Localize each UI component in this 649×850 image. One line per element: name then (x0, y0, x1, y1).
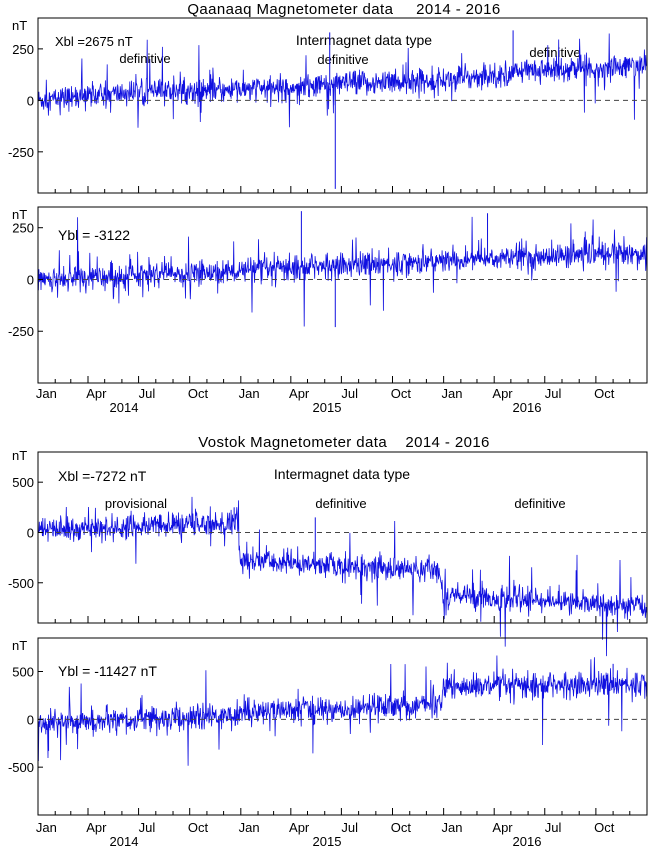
xtick-label-vostok-y-4: Jan (239, 820, 260, 835)
unit-label-qx: nT (12, 18, 27, 33)
qx-type-2014: definitive (119, 51, 170, 66)
xtick-label-vostok-y-5: Apr (289, 820, 310, 835)
ytick-label-vostok-y-1: 0 (27, 712, 34, 727)
ytick-label-qaanaaq-x-0: 250 (12, 42, 34, 57)
vx-header-label: Intermagnet data type (274, 466, 410, 482)
frame-qaanaaq-x (37, 17, 648, 194)
xtick-label-qaanaaq-y-7: Oct (391, 386, 412, 401)
ytick-label-qaanaaq-y-0: 250 (12, 221, 34, 236)
xtick-label-vostok-y-2: Jul (139, 820, 156, 835)
qx-type-2016: definitive (529, 45, 580, 60)
xtick-label-qaanaaq-y-6: Jul (341, 386, 358, 401)
qx-type-2015: definitive (317, 52, 368, 67)
xtick-label-qaanaaq-y-5: Apr (289, 386, 310, 401)
frame-qaanaaq-y (37, 206, 648, 384)
xtick-label-vostok-y-11: Oct (594, 820, 615, 835)
xtick-label-vostok-y-10: Jul (545, 820, 562, 835)
xtick-label-qaanaaq-y-3: Oct (188, 386, 209, 401)
year-label-q-2016: 2016 (513, 400, 542, 415)
qy-baseline-label: Ybl = -3122 (58, 227, 130, 243)
xtick-label-qaanaaq-y-11: Oct (594, 386, 615, 401)
xtick-label-vostok-y-3: Oct (188, 820, 209, 835)
panel-qaanaaq-x: 250 0 -250 (8, 17, 648, 194)
xtick-label-vostok-y-1: Apr (86, 820, 107, 835)
year-label-v-2016: 2016 (513, 834, 542, 849)
ytick-label-vostok-x-0: 500 (12, 475, 34, 490)
xtick-label-qaanaaq-y-4: Jan (239, 386, 260, 401)
xtick-label-qaanaaq-y-9: Apr (492, 386, 513, 401)
ytick-label-qaanaaq-y-1: 0 (27, 272, 34, 287)
xtick-label-qaanaaq-y-10: Jul (545, 386, 562, 401)
trace-vostok-x (37, 496, 648, 657)
unit-label-vx: nT (12, 448, 27, 463)
xtick-label-qaanaaq-y-0: Jan (36, 386, 57, 401)
year-label-v-2015: 2015 (313, 834, 342, 849)
xtick-label-vostok-y-9: Apr (492, 820, 513, 835)
panel-vostok-y: 500 0 -500 Jan Apr Jul Oct Jan Apr Jul Oct Jan Apr Ju… (8, 637, 648, 835)
xtick-label-vostok-y-8: Jan (441, 820, 462, 835)
year-label-q-2015: 2015 (313, 400, 342, 415)
ytick-label-qaanaaq-y-2: -250 (8, 324, 34, 339)
xtick-label-vostok-y-6: Jul (341, 820, 358, 835)
vx-type-2014: provisional (105, 496, 167, 511)
panel-qaanaaq-y: 250 0 -250 Jan Apr Jul Oct Jan Apr Jul Oct Jan Apr Ju… (8, 206, 648, 401)
qx-header-label: Intermagnet data type (296, 32, 432, 48)
unit-label-vy: nT (12, 638, 27, 653)
qx-baseline-label: Xbl =2675 nT (55, 34, 133, 49)
ytick-label-vostok-y-0: 500 (12, 664, 34, 679)
ytick-label-qaanaaq-x-2: -250 (8, 145, 34, 160)
xtick-label-vostok-y-0: Jan (36, 820, 57, 835)
trace-vostok-y (37, 655, 648, 766)
vx-type-2016: definitive (514, 496, 565, 511)
ytick-label-qaanaaq-x-1: 0 (27, 93, 34, 108)
year-label-v-2014: 2014 (110, 834, 139, 849)
vx-baseline-label: Xbl =-7272 nT (58, 468, 147, 484)
xtick-label-vostok-y-7: Oct (391, 820, 412, 835)
trace-qaanaaq-y (37, 216, 648, 327)
qaanaaq-title: Qaanaaq Magnetometer data 2014 - 2016 (187, 1, 500, 18)
vx-type-2015: definitive (315, 496, 366, 511)
xtick-label-qaanaaq-y-1: Apr (86, 386, 107, 401)
xtick-label-qaanaaq-y-2: Jul (139, 386, 156, 401)
vostok-title: Vostok Magnetometer data 2014 - 2016 (198, 434, 490, 451)
ytick-label-vostok-y-2: -500 (8, 760, 34, 775)
vy-baseline-label: Ybl = -11427 nT (58, 663, 157, 679)
ytick-label-vostok-x-2: -500 (8, 576, 34, 591)
xtick-label-qaanaaq-y-8: Jan (441, 386, 462, 401)
frame-vostok-x (37, 451, 648, 624)
frame-vostok-y (37, 637, 648, 816)
unit-label-qy: nT (12, 207, 27, 222)
year-label-q-2014: 2014 (110, 400, 139, 415)
ytick-label-vostok-x-1: 0 (27, 525, 34, 540)
trace-qaanaaq-x (37, 33, 648, 128)
panel-vostok-x: 500 0 -500 (8, 451, 648, 657)
